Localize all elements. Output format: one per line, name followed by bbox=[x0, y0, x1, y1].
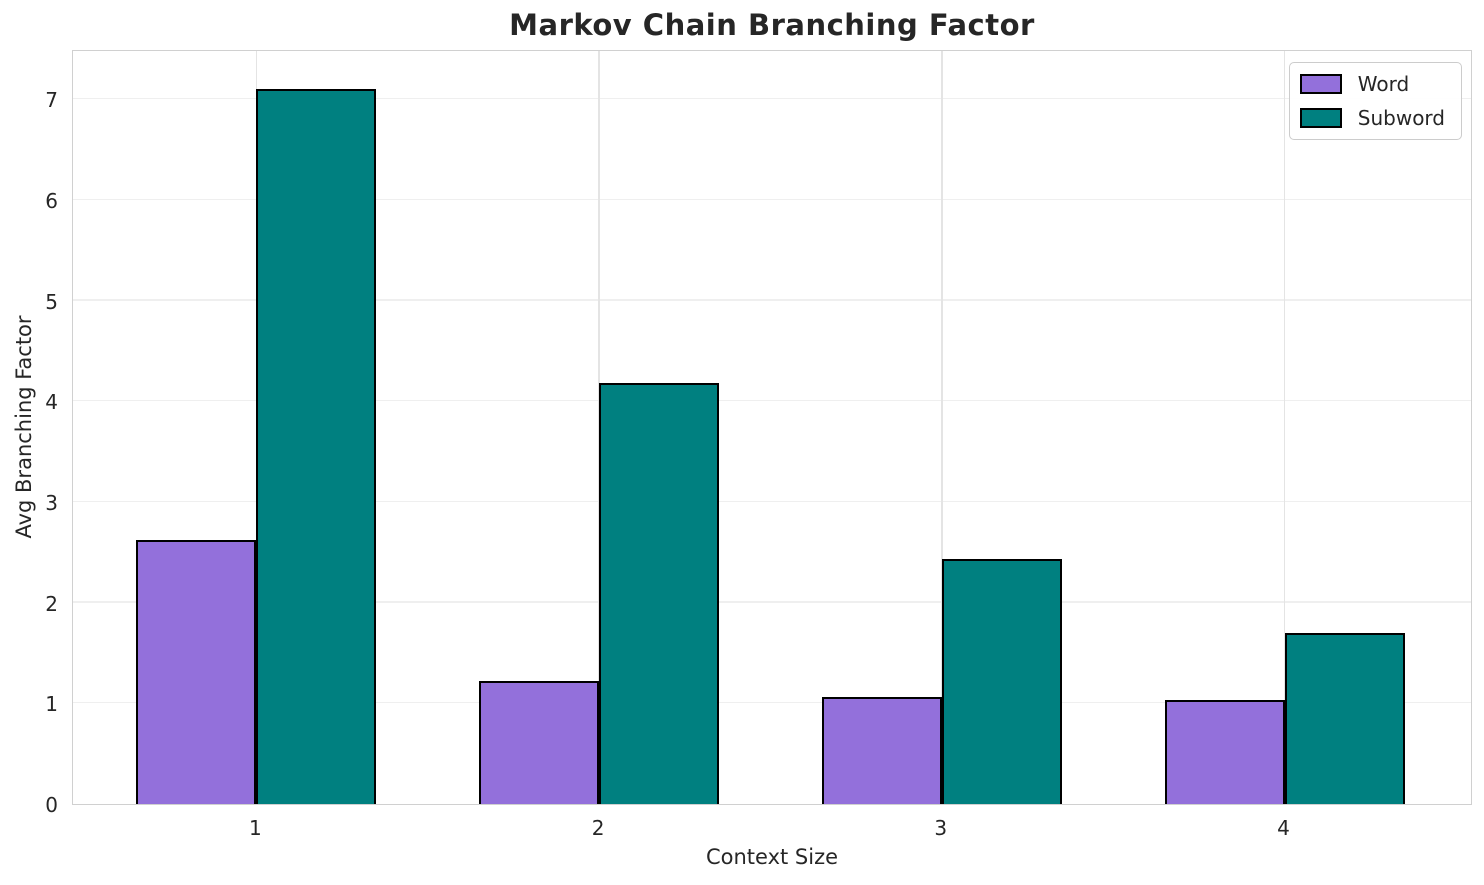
x-tick-label: 1 bbox=[248, 816, 262, 840]
bar-word-4 bbox=[1164, 700, 1285, 804]
legend: Word Subword bbox=[1288, 62, 1462, 140]
y-tick-label: 2 bbox=[45, 591, 58, 616]
bar-word-2 bbox=[479, 681, 600, 804]
legend-swatch bbox=[1299, 74, 1342, 94]
y-axis-label: Avg Branching Factor bbox=[12, 315, 36, 539]
x-axis-label: Context Size bbox=[705, 845, 839, 869]
y-tick-label: 6 bbox=[45, 189, 58, 213]
bar-word-3 bbox=[821, 697, 942, 804]
legend-swatch bbox=[1299, 108, 1342, 128]
legend-item-subword: Subword bbox=[1299, 105, 1445, 131]
gridline-vertical bbox=[941, 51, 943, 804]
gridline-horizontal bbox=[73, 500, 1471, 502]
y-tick-label: 7 bbox=[45, 88, 58, 113]
y-tick-label: 3 bbox=[45, 491, 58, 515]
gridline-horizontal bbox=[73, 97, 1471, 100]
chart-title: Markov Chain Branching Factor bbox=[509, 8, 1035, 42]
gridline-horizontal bbox=[73, 299, 1471, 301]
y-tick-label: 4 bbox=[45, 390, 58, 415]
legend-label: Subword bbox=[1357, 106, 1445, 130]
plot-area bbox=[72, 50, 1472, 805]
gridline-vertical bbox=[1283, 51, 1286, 804]
gridline-horizontal bbox=[73, 399, 1471, 402]
y-tick-label: 5 bbox=[45, 289, 58, 314]
bar-subword-1 bbox=[256, 89, 377, 804]
y-tick-label: 1 bbox=[45, 692, 58, 717]
legend-label: Word bbox=[1357, 72, 1410, 96]
bar-subword-3 bbox=[941, 559, 1062, 804]
gridline-horizontal bbox=[73, 198, 1471, 200]
y-tick-label: 0 bbox=[45, 793, 58, 817]
x-tick-label: 2 bbox=[591, 816, 605, 840]
bar-subword-4 bbox=[1284, 632, 1405, 804]
bar-subword-2 bbox=[599, 383, 720, 804]
legend-item-word: Word bbox=[1299, 71, 1445, 97]
x-tick-label: 4 bbox=[1277, 816, 1290, 840]
gridline-horizontal bbox=[73, 601, 1471, 603]
x-tick-label: 3 bbox=[934, 816, 948, 840]
bar-word-1 bbox=[136, 540, 257, 804]
gridline-horizontal bbox=[73, 701, 1471, 704]
